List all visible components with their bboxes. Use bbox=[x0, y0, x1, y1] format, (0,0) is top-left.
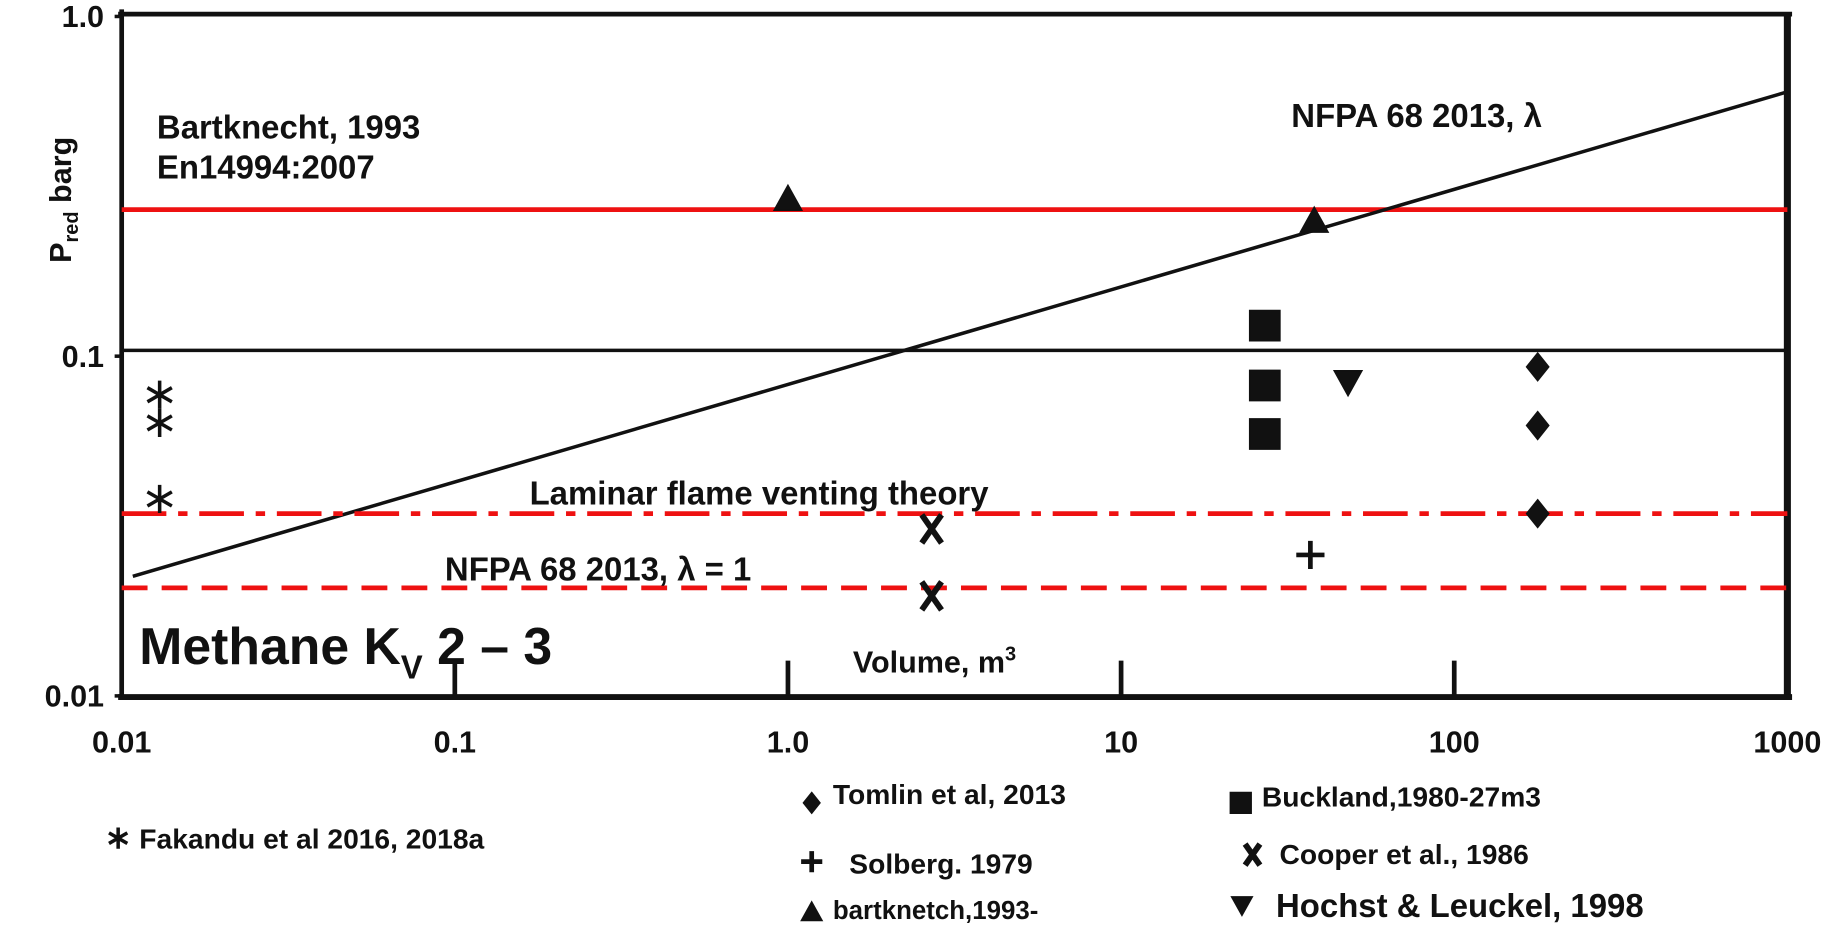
data-point bbox=[146, 408, 173, 438]
line-label: NFPA 68 2013, λ = 1 bbox=[445, 551, 751, 588]
legend-marker bbox=[800, 900, 824, 922]
x-tick-label: 1000 bbox=[1753, 725, 1821, 759]
x-tick-label: 10 bbox=[1104, 725, 1138, 759]
x-tick-label: 0.01 bbox=[92, 725, 151, 759]
legend-marker bbox=[801, 851, 823, 873]
data-point bbox=[1248, 418, 1281, 450]
data-point bbox=[1248, 309, 1281, 342]
data-point bbox=[1299, 205, 1330, 233]
legend-label: bartknetch,1993- bbox=[833, 897, 1039, 925]
y-tick-label: 0.01 bbox=[45, 679, 104, 713]
legend-marker bbox=[1229, 791, 1252, 815]
legend-label: Hochst & Leuckel, 1998 bbox=[1276, 887, 1644, 924]
x-axis-label: Volume, m3 bbox=[853, 644, 1016, 680]
legend-marker bbox=[1242, 842, 1263, 867]
x-tick-label: 1.0 bbox=[767, 725, 809, 759]
data-point bbox=[1248, 369, 1281, 402]
y-tick-label: 1.0 bbox=[62, 0, 104, 34]
legend-label: Buckland,1980-27m3 bbox=[1262, 780, 1541, 812]
legend-label: Tomlin et al, 2013 bbox=[833, 778, 1066, 810]
legend-marker bbox=[108, 827, 129, 849]
data-point bbox=[919, 580, 944, 612]
data-point bbox=[919, 513, 944, 545]
data-point bbox=[146, 380, 173, 409]
y-axis-label: Pred barg bbox=[44, 137, 83, 263]
line-label: NFPA 68 2013, λ bbox=[1291, 97, 1542, 134]
x-tick-label: 100 bbox=[1429, 725, 1480, 759]
legend-label: Cooper et al., 1986 bbox=[1280, 838, 1529, 870]
data-point bbox=[1332, 370, 1364, 398]
x-tick-label: 0.1 bbox=[434, 725, 476, 759]
data-point bbox=[1525, 498, 1550, 529]
data-point bbox=[1525, 410, 1550, 441]
data-point bbox=[1525, 351, 1550, 382]
line-label: Bartknecht, 1993 bbox=[157, 109, 420, 146]
reference-line bbox=[132, 90, 1788, 578]
chart-title: Methane KV 2 – 3 bbox=[139, 617, 552, 685]
data-point bbox=[772, 183, 804, 211]
line-label: En14994:2007 bbox=[157, 149, 375, 186]
y-tick-label: 0.1 bbox=[62, 340, 104, 374]
legend-marker bbox=[802, 791, 821, 815]
line-label: Laminar flame venting theory bbox=[530, 474, 990, 511]
legend-label: Solberg. 1979 bbox=[849, 847, 1032, 879]
legend-label: Fakandu et al 2016, 2018a bbox=[139, 823, 484, 855]
data-point bbox=[1296, 540, 1325, 570]
legend-marker bbox=[1230, 896, 1254, 917]
data-point bbox=[146, 484, 173, 514]
